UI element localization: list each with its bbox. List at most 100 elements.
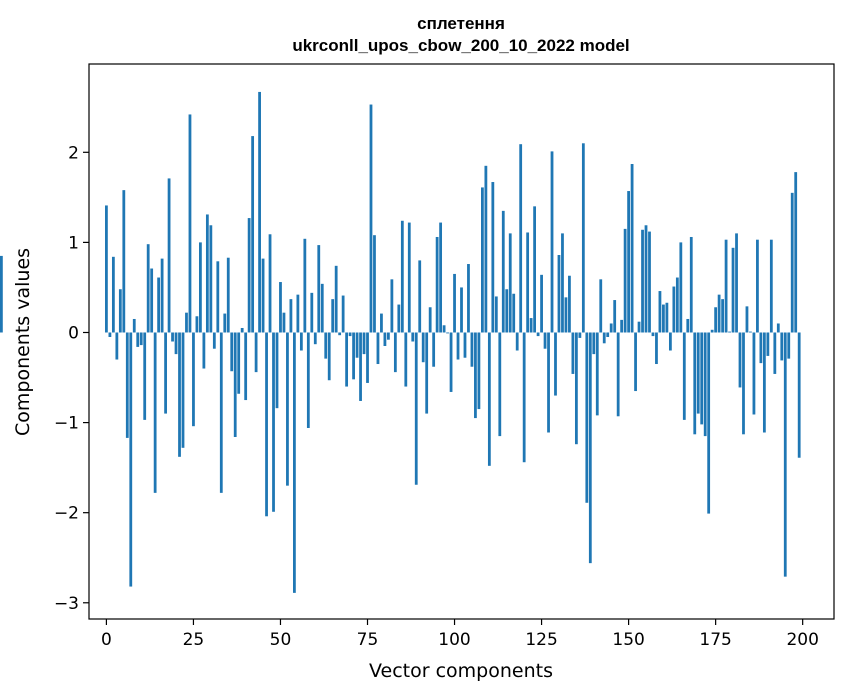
bar (578, 332, 582, 338)
bar (679, 242, 683, 333)
x-tick-label: 100 (438, 630, 470, 650)
bar (390, 279, 394, 333)
bar (519, 144, 523, 333)
bar (279, 282, 282, 333)
x-tick-label: 175 (699, 630, 731, 650)
bar (303, 238, 307, 333)
bar (341, 295, 345, 333)
bar (414, 332, 418, 485)
bar (731, 247, 735, 333)
bar (293, 332, 296, 593)
x-axis-ticks: 0 25 50 75 100 125 150 175 200 (101, 619, 819, 650)
x-axis-label: Vector components (369, 660, 553, 682)
bar (254, 332, 258, 373)
bar (136, 332, 140, 347)
bar (150, 268, 154, 333)
bar (129, 332, 133, 587)
bar (348, 332, 352, 337)
bar (508, 233, 512, 333)
bar (759, 332, 763, 364)
bar (588, 332, 592, 564)
bar (501, 210, 505, 333)
bar (515, 332, 519, 351)
bar (769, 239, 773, 333)
bar (790, 192, 794, 333)
bar (665, 302, 669, 333)
bar (752, 332, 756, 415)
bar (606, 332, 610, 337)
bar (125, 332, 129, 438)
bar (352, 332, 355, 380)
bar (174, 332, 178, 355)
x-tick-label: 0 (101, 630, 112, 650)
bar (115, 332, 119, 360)
bar (202, 332, 206, 369)
bar (317, 245, 321, 333)
bar (773, 332, 777, 374)
bar (355, 332, 359, 358)
y-tick-label: 0 (68, 323, 79, 343)
bar (658, 291, 662, 333)
bar (529, 318, 533, 333)
bar (205, 214, 209, 333)
bar (543, 332, 547, 349)
bar (536, 332, 540, 337)
bar (233, 332, 237, 437)
bar (710, 329, 714, 333)
x-tick-label: 75 (357, 630, 379, 650)
bar (745, 306, 749, 333)
bar (655, 332, 658, 365)
bar (164, 332, 167, 414)
bar (616, 332, 620, 417)
bar (686, 318, 690, 333)
bar (675, 277, 679, 333)
bar (244, 332, 248, 401)
bar (644, 225, 648, 333)
bar (320, 283, 324, 333)
bar (776, 323, 780, 333)
bar (143, 332, 147, 420)
bar (595, 332, 599, 416)
bar (178, 332, 181, 457)
bar (373, 235, 376, 333)
bar (216, 261, 220, 333)
bar (484, 165, 488, 333)
bar (192, 332, 195, 427)
bar (592, 332, 596, 355)
x-tick-label: 125 (525, 630, 557, 650)
bar (296, 294, 300, 333)
bar (672, 286, 676, 333)
bar (533, 206, 536, 333)
bar (714, 307, 718, 333)
bar (620, 319, 624, 333)
bar (689, 236, 693, 333)
bar (637, 321, 641, 333)
bar (756, 239, 759, 333)
bar (306, 332, 310, 428)
bar (230, 332, 234, 372)
bar (0, 255, 3, 333)
bar (286, 332, 289, 486)
bar (411, 332, 415, 342)
bar (397, 304, 401, 333)
bar (700, 332, 704, 425)
bar (634, 332, 637, 392)
y-axis-label: Components values (12, 248, 34, 436)
bar (404, 332, 408, 387)
bar (707, 332, 711, 514)
plot-frame (88, 63, 835, 620)
bar (160, 258, 164, 333)
bar (787, 332, 791, 359)
x-tick-label: 200 (786, 630, 818, 650)
bar (728, 331, 731, 333)
bar (609, 323, 613, 333)
bar (146, 244, 150, 333)
bar (463, 332, 467, 358)
bar (797, 332, 801, 458)
bar (105, 205, 108, 333)
y-tick-label: −1 (54, 414, 79, 434)
bar (369, 104, 373, 333)
bar (442, 325, 446, 333)
bar (237, 332, 241, 394)
